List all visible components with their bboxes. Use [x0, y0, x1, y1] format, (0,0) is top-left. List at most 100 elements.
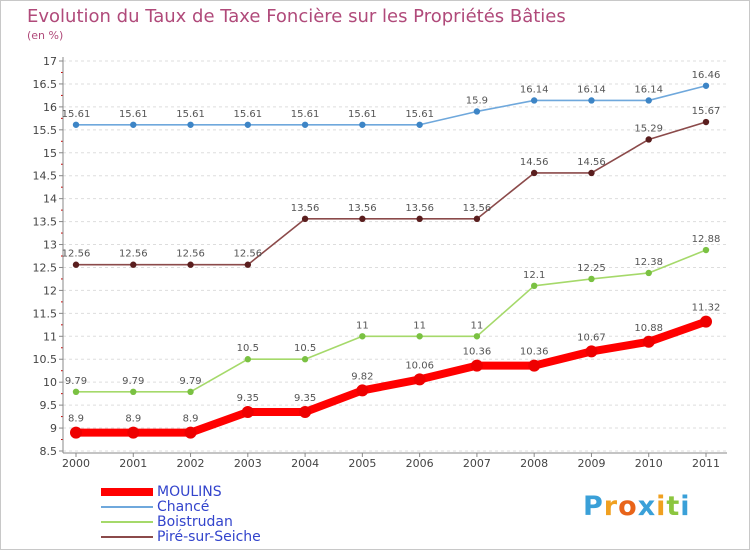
data-label: 12.88: [692, 234, 721, 245]
logo-letter: t: [666, 491, 681, 522]
data-label: 14.56: [520, 157, 549, 168]
data-label: 15.61: [405, 109, 434, 120]
data-point: [702, 82, 710, 89]
data-point: [356, 384, 369, 397]
data-label: 8.9: [125, 414, 141, 425]
data-label: 12.56: [119, 249, 148, 260]
logo-letter: i: [680, 491, 691, 522]
data-point: [642, 335, 655, 348]
data-label: 10.5: [294, 343, 316, 354]
legend-swatch: [101, 536, 153, 538]
data-label: 13.56: [405, 203, 434, 214]
legend-label: MOULINS: [157, 484, 222, 500]
data-point: [184, 426, 197, 439]
data-point: [528, 359, 541, 372]
y-tick-label: 11: [43, 330, 57, 343]
data-point: [359, 121, 366, 128]
data-label: 10.5: [237, 343, 259, 354]
data-point: [585, 345, 598, 358]
legend-label: Chancé: [157, 499, 210, 515]
y-tick-label: 15.5: [33, 124, 58, 137]
x-tick-label: 2005: [348, 457, 376, 470]
data-point: [72, 261, 80, 268]
data-label: 9.79: [179, 376, 201, 387]
data-point: [700, 315, 712, 328]
y-tick-label: 11.5: [33, 307, 58, 320]
data-label: 15.61: [176, 109, 205, 120]
legend-swatch: [101, 506, 153, 508]
data-label: 11: [413, 320, 426, 331]
data-point: [301, 356, 309, 363]
data-label: 9.35: [237, 393, 259, 404]
series-line-1: [75, 84, 707, 126]
data-label: 11: [471, 320, 484, 331]
x-tick-label: 2003: [234, 457, 262, 470]
data-label: 10.36: [520, 347, 549, 358]
data-point: [530, 97, 538, 104]
legend-item: MOULINS: [101, 484, 341, 500]
data-label: 10.88: [634, 323, 663, 334]
data-label: 8.9: [68, 414, 84, 425]
data-point: [588, 275, 595, 283]
legend-item: Piré-sur-Seiche: [101, 529, 341, 545]
data-label: 9.82: [351, 371, 373, 382]
data-point: [588, 97, 595, 104]
x-tick-label: 2000: [62, 457, 90, 470]
logo-letter: r: [603, 491, 619, 522]
series-line-2: [75, 249, 707, 393]
data-label: 15.61: [291, 109, 320, 120]
data-label: 9.35: [294, 393, 316, 404]
unit-label: (en %): [27, 29, 64, 42]
series-line-0: [72, 317, 710, 437]
data-label: 15.61: [233, 109, 262, 120]
data-label: 16.14: [520, 84, 549, 95]
data-point: [359, 333, 366, 340]
data-point: [530, 282, 538, 290]
data-point: [530, 169, 538, 177]
data-point: [187, 388, 194, 396]
x-tick-label: 2010: [635, 457, 663, 470]
data-point: [241, 406, 254, 418]
y-tick-label: 15: [43, 147, 57, 160]
data-label: 12.56: [176, 249, 205, 260]
x-tick-label: 2008: [520, 457, 548, 470]
data-point: [702, 118, 710, 126]
data-label: 15.29: [634, 123, 663, 134]
proxiti-logo: Proxiti: [583, 491, 691, 522]
data-point: [301, 121, 309, 128]
y-tick-label: 12: [43, 284, 57, 297]
data-label: 15.61: [119, 109, 148, 120]
logo-letter: x: [637, 491, 657, 522]
x-tick-label: 2011: [692, 457, 720, 470]
data-point: [416, 121, 423, 128]
logo-letter: i: [656, 491, 667, 522]
data-label: 10.67: [577, 332, 606, 343]
legend-swatch: [101, 488, 153, 496]
data-label: 12.56: [62, 249, 91, 260]
data-point: [244, 121, 252, 128]
y-tick-label: 9.5: [40, 399, 58, 412]
logo-letter: o: [618, 491, 638, 522]
x-tick-label: 2002: [177, 457, 205, 470]
y-tick-label: 13.5: [33, 216, 58, 229]
data-label: 10.36: [463, 347, 492, 358]
data-point: [413, 373, 426, 386]
legend-swatch: [101, 521, 153, 523]
x-tick-label: 2006: [406, 457, 434, 470]
data-point: [127, 426, 140, 439]
data-label: 8.9: [183, 414, 199, 425]
data-point: [130, 261, 137, 268]
data-label: 13.56: [348, 203, 377, 214]
data-label: 12.25: [577, 263, 606, 274]
data-point: [72, 121, 80, 128]
y-tick-label: 16: [43, 101, 57, 114]
data-point: [301, 215, 309, 223]
y-tick-label: 8.5: [40, 445, 58, 458]
data-label: 11.32: [692, 303, 721, 314]
y-tick-label: 10: [43, 376, 57, 389]
x-tick-label: 2009: [577, 457, 605, 470]
y-tick-label: 14: [43, 193, 57, 206]
data-label: 12.38: [634, 257, 663, 268]
